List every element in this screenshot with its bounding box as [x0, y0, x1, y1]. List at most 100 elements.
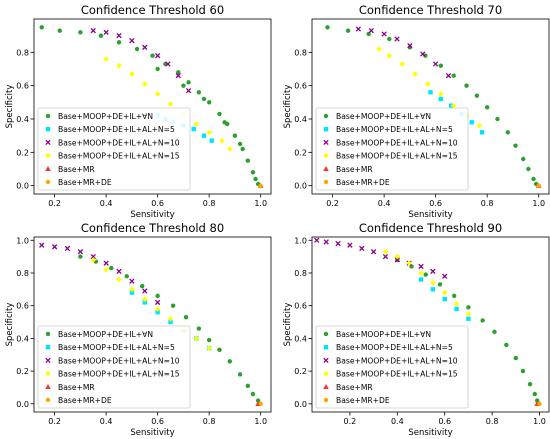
data-point	[237, 141, 243, 147]
data-point	[255, 398, 261, 403]
x-tick-label: 1.0	[532, 199, 545, 208]
data-point	[437, 282, 443, 287]
y-tick-label: 0.0	[294, 182, 307, 191]
chart-panel-4: Confidence Threshold 90 0.2 0.4 0.6 0.8 1.0 0.…	[283, 221, 550, 438]
data-point	[368, 28, 374, 34]
data-point	[454, 306, 459, 312]
y-tick-label: 0.0	[294, 400, 307, 409]
data-point	[196, 90, 202, 95]
data-point	[219, 137, 225, 144]
x-axis-label: Sensitivity	[408, 428, 452, 438]
series-group	[314, 237, 448, 279]
data-point	[347, 242, 353, 248]
data-point	[479, 130, 485, 135]
data-point	[116, 62, 122, 69]
data-point	[165, 61, 171, 67]
x-tick-label: 0.8	[203, 199, 216, 208]
series-group	[536, 183, 541, 188]
chart-title: Confidence Threshold 90	[359, 221, 502, 235]
data-point	[325, 25, 330, 30]
data-point	[191, 126, 196, 132]
data-point	[201, 96, 207, 102]
x-tick-label: 0.2	[48, 417, 61, 426]
legend-marker	[45, 370, 51, 377]
data-point	[175, 73, 181, 79]
y-tick-label: 0.0	[16, 182, 29, 191]
y-tick-label: 0.2	[294, 367, 307, 376]
data-point	[129, 278, 135, 284]
legend-marker	[323, 331, 329, 337]
data-point	[150, 53, 155, 58]
chart-title: Confidence Threshold 70	[359, 3, 502, 17]
data-point	[109, 265, 114, 271]
data-point	[209, 138, 214, 143]
data-point	[129, 286, 135, 293]
data-point	[206, 100, 212, 105]
legend-label: Base+MOOP+DE+IL+AL+N=15	[58, 370, 180, 379]
data-point	[492, 329, 497, 335]
data-point	[442, 296, 447, 302]
chart-title: Confidence Threshold 60	[81, 3, 224, 17]
legend-label: Base+MOOP+DE+IL+AL+N=5	[58, 343, 175, 352]
x-tick-label: 0.2	[344, 417, 357, 426]
data-point	[116, 268, 122, 275]
x-tick-label: 1.0	[254, 417, 267, 426]
data-point	[206, 337, 212, 343]
legend-marker	[323, 152, 329, 159]
data-point	[376, 46, 382, 52]
legend-label: Base+MOOP+DE+IL+AL+N=10	[58, 356, 180, 365]
y-tick-label: 0.0	[16, 400, 29, 409]
data-point	[480, 318, 485, 323]
data-point	[250, 170, 256, 175]
legend-box	[37, 107, 191, 191]
data-point	[176, 70, 181, 75]
series-group	[258, 183, 263, 188]
data-point	[466, 316, 471, 321]
data-point	[57, 28, 62, 33]
legend-box	[315, 325, 469, 409]
chart-panel-2: Confidence Threshold 70 0.2 0.4 0.6 0.8 1.0 0.…	[283, 3, 550, 220]
data-point	[412, 71, 418, 77]
data-point	[196, 326, 202, 331]
series-group	[90, 28, 192, 94]
data-point	[142, 300, 147, 305]
legend-marker	[323, 357, 329, 364]
data-point	[116, 276, 122, 283]
y-tick-label: 0.4	[16, 334, 29, 343]
data-point	[428, 90, 433, 95]
legend-label: Base+MOOP+DE+IL+∀N	[336, 112, 431, 121]
data-point	[90, 253, 96, 260]
legend-label: Base+MOOP+DE+IL+∀N	[336, 330, 431, 339]
data-point	[418, 263, 424, 270]
data-point	[141, 81, 148, 87]
data-point	[504, 342, 509, 348]
x-tick-label: 0.6	[151, 199, 164, 208]
y-tick-label: 0.8	[16, 269, 29, 278]
data-point	[323, 239, 329, 245]
data-point	[39, 25, 44, 30]
y-axis-label: Specificity	[283, 303, 293, 347]
data-point	[193, 121, 200, 127]
legend: Base+MOOP+DE+IL+∀N Base+MOOP+DE+IL+AL+N=5…	[37, 325, 191, 409]
data-point	[227, 359, 232, 364]
legend-marker	[45, 127, 51, 132]
legend-label: Base+MR+DE	[58, 178, 112, 187]
x-tick-label: 0.2	[326, 199, 339, 208]
data-point	[258, 401, 263, 407]
y-tick-label: 0.2	[16, 367, 29, 376]
legend-marker	[45, 152, 51, 159]
data-point	[141, 296, 148, 302]
data-point	[206, 129, 212, 136]
data-point	[181, 83, 186, 88]
x-tick-label: 0.6	[438, 417, 451, 426]
x-tick-label: 0.4	[100, 417, 113, 426]
data-point	[513, 355, 519, 361]
legend-label: Base+MR	[336, 165, 373, 174]
data-point	[167, 101, 174, 107]
plot-frame	[33, 18, 272, 195]
data-point	[232, 133, 238, 138]
data-point	[442, 273, 448, 279]
legend-box	[37, 325, 191, 409]
data-point	[441, 289, 448, 296]
plot-frame	[311, 18, 550, 195]
